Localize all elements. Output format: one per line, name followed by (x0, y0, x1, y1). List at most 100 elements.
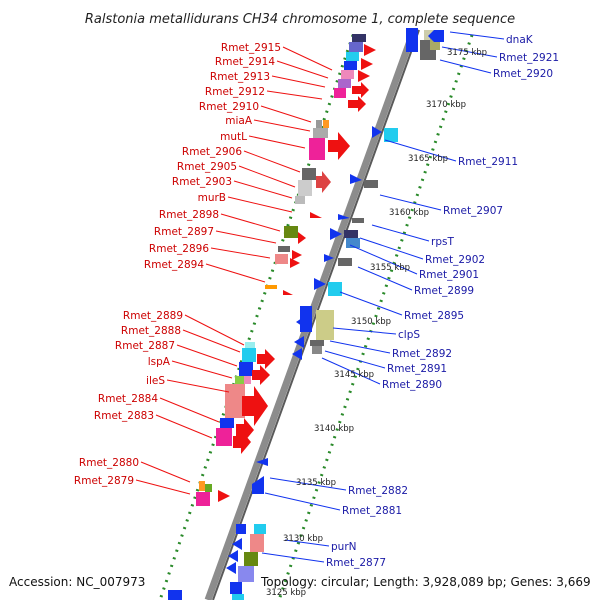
gene-arrow (242, 386, 268, 426)
gene-arrow (338, 214, 350, 220)
gene-block (384, 128, 398, 142)
gene-label-rpst[interactable]: rpsT (431, 236, 454, 248)
gene-label-rmet-2887[interactable]: Rmet_2887 (115, 340, 175, 352)
gene-block (309, 138, 325, 160)
gene-label-purn[interactable]: purN (331, 541, 357, 553)
gene-label-rmet-2895[interactable]: Rmet_2895 (404, 310, 464, 322)
gene-label-rmet-2902[interactable]: Rmet_2902 (425, 254, 485, 266)
gene-label-rmet-2907[interactable]: Rmet_2907 (443, 205, 503, 217)
gene-arrow (218, 490, 230, 502)
gene-block (196, 492, 210, 506)
right-leader-lines (261, 31, 505, 563)
gene-arrow (314, 278, 326, 290)
gene-arrow (358, 70, 370, 82)
gene-label-rmet-2898[interactable]: Rmet_2898 (159, 209, 219, 221)
gene-label-rmet-2884[interactable]: Rmet_2884 (98, 393, 158, 405)
gene-label-rmet-2903[interactable]: Rmet_2903 (172, 176, 232, 188)
gene-label-rmet-2877[interactable]: Rmet_2877 (326, 557, 386, 569)
gene-label-rmet-2920[interactable]: Rmet_2920 (493, 68, 553, 80)
gene-label-murb[interactable]: murB (198, 192, 226, 204)
gene-label-rmet-2905[interactable]: Rmet_2905 (177, 161, 237, 173)
gene-label-lspa[interactable]: lspA (148, 356, 171, 368)
gene-arrow (290, 258, 300, 268)
gene-label-rmet-2883[interactable]: Rmet_2883 (94, 410, 154, 422)
leader-line-rmet-2889 (184, 314, 245, 346)
gene-label-rmet-2910[interactable]: Rmet_2910 (199, 101, 259, 113)
gene-block (338, 258, 352, 266)
gene-label-rmet-2890[interactable]: Rmet_2890 (382, 379, 442, 391)
gene-block (352, 218, 364, 223)
leader-line-purn (284, 539, 330, 547)
gene-arrow (252, 365, 270, 385)
gene-label-rmet-2882[interactable]: Rmet_2882 (348, 485, 408, 497)
gene-arrow (310, 212, 322, 218)
leader-line-rmet-2911 (384, 139, 457, 162)
gene-arrow (316, 171, 331, 193)
leader-line-rmet-2877 (261, 552, 325, 563)
gene-label-rmet-2897[interactable]: Rmet_2897 (154, 226, 214, 238)
gene-label-rmet-2881[interactable]: Rmet_2881 (342, 505, 402, 517)
leader-line-rmet-2897 (215, 230, 277, 244)
gene-block (334, 88, 346, 98)
gene-label-rmet-2892[interactable]: Rmet_2892 (392, 348, 452, 360)
gene-glyphs-right (226, 28, 444, 600)
gene-block (205, 484, 212, 492)
gene-block (250, 534, 264, 552)
gene-block (239, 362, 253, 376)
gene-arrow (330, 228, 342, 240)
gene-block (344, 230, 358, 238)
gene-label-rmet-2912[interactable]: Rmet_2912 (205, 86, 265, 98)
gene-label-rmet-2894[interactable]: Rmet_2894 (144, 259, 204, 271)
gene-block (254, 524, 266, 534)
gene-label-rmet-2914[interactable]: Rmet_2914 (215, 56, 275, 68)
gene-label-rmet-2896[interactable]: Rmet_2896 (149, 243, 209, 255)
gene-label-mutl[interactable]: mutL (220, 131, 247, 143)
gene-block (352, 34, 366, 42)
gene-label-rmet-2891[interactable]: Rmet_2891 (387, 363, 447, 375)
gene-label-rmet-2889[interactable]: Rmet_2889 (123, 310, 183, 322)
gene-block (313, 128, 328, 138)
gene-label-clps[interactable]: clpS (398, 329, 420, 341)
gene-block (284, 226, 298, 238)
leader-line-iles (166, 379, 230, 393)
leader-line-rmet-2887 (176, 344, 238, 367)
leader-line-rmet-2895 (339, 291, 403, 316)
gene-label-rmet-2888[interactable]: Rmet_2888 (121, 325, 181, 337)
gene-label-rmet-2906[interactable]: Rmet_2906 (182, 146, 242, 158)
topology-summary: Topology: circular; Length: 3,928,089 bp… (260, 575, 591, 589)
leader-line-rmet-2920 (439, 59, 492, 74)
gene-label-miaa[interactable]: miaA (225, 115, 253, 127)
scale-label-3125-kbp: 3125 kbp (266, 588, 306, 598)
gene-arrow (228, 550, 238, 562)
leader-line-dnak (449, 31, 505, 40)
gene-label-rmet-2913[interactable]: Rmet_2913 (210, 71, 270, 83)
map-title: Ralstonia metallidurans CH34 chromosome … (85, 12, 515, 27)
gene-label-rmet-2880[interactable]: Rmet_2880 (79, 457, 139, 469)
gene-block (364, 180, 378, 188)
leader-line-miaa (253, 119, 311, 132)
gene-label-rmet-2879[interactable]: Rmet_2879 (74, 475, 134, 487)
scale-label-3130-kbp: 3130 kbp (283, 534, 323, 544)
leader-line-rmet-2882 (269, 477, 347, 491)
scale-label-3135-kbp: 3135 kbp (296, 478, 336, 488)
gene-block (338, 79, 351, 88)
leader-line-rmet-2894 (205, 263, 266, 283)
gene-block (220, 418, 234, 428)
gene-label-rmet-2901[interactable]: Rmet_2901 (419, 269, 479, 281)
inner-tick-track (277, 34, 474, 600)
gene-label-rmet-2899[interactable]: Rmet_2899 (414, 285, 474, 297)
gene-label-rmet-2911[interactable]: Rmet_2911 (458, 156, 518, 168)
gene-label-rmet-2915[interactable]: Rmet_2915 (221, 42, 281, 54)
scale-label-3175-kbp: 3175 kbp (447, 48, 487, 58)
leader-line-rmet-2899 (357, 266, 413, 291)
gene-label-iles[interactable]: ileS (146, 375, 165, 387)
gene-block (316, 120, 322, 128)
gene-block (316, 310, 334, 340)
leader-line-lspa (171, 360, 233, 379)
gene-label-dnak[interactable]: dnaK (506, 34, 534, 46)
gene-block (300, 306, 312, 332)
gene-arrow (324, 254, 334, 262)
gene-arrow (292, 250, 302, 260)
gene-label-rmet-2921[interactable]: Rmet_2921 (499, 52, 559, 64)
leader-line-rmet-2898 (220, 213, 281, 232)
